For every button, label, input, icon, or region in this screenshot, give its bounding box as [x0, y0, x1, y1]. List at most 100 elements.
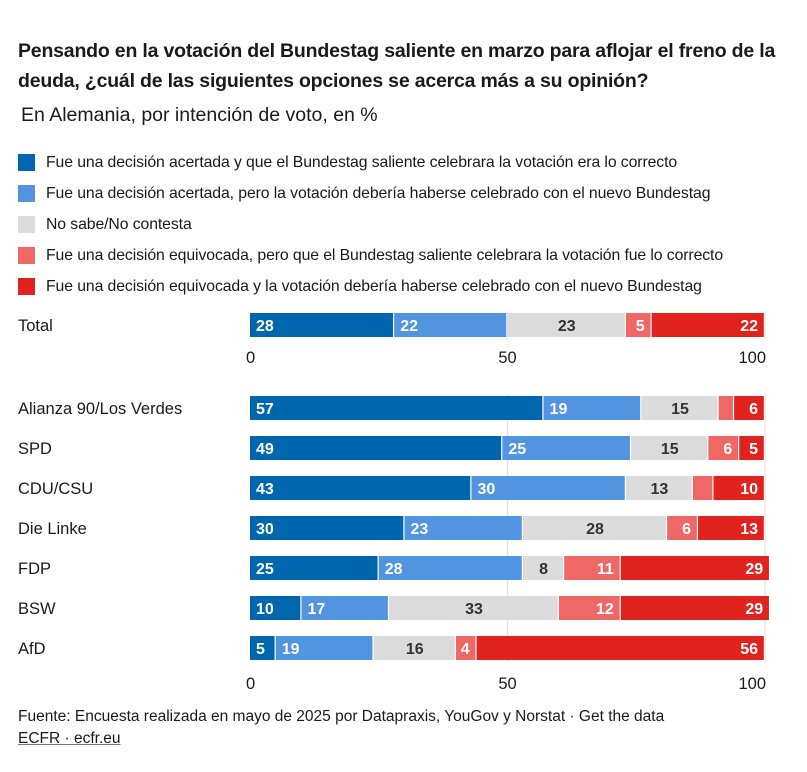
legend-item: Fue una decisión equivocada y la votació…	[18, 271, 723, 302]
legend-label: Fue una decisión equivocada y la votació…	[46, 277, 702, 295]
bar-segment	[522, 556, 563, 580]
legend-swatch	[18, 216, 35, 233]
bar-segment	[641, 396, 718, 420]
data-label: 25	[508, 441, 526, 458]
bar-segment	[275, 636, 373, 660]
row-label: BSW	[18, 600, 56, 618]
bar-segment	[625, 313, 651, 337]
bar-segment	[620, 556, 769, 580]
data-label: 5	[256, 641, 265, 658]
bar-segment	[708, 436, 739, 460]
data-label: 13	[651, 481, 669, 498]
row-label: Total	[18, 317, 53, 335]
row-label: AfD	[18, 640, 46, 658]
data-label: 17	[308, 601, 326, 618]
row-label: Die Linke	[18, 520, 87, 538]
legend-swatch	[18, 185, 35, 202]
bar-segment	[564, 556, 620, 580]
data-label: 19	[282, 641, 300, 658]
bar-segment	[625, 476, 692, 500]
data-label: 43	[256, 481, 274, 498]
data-label: 30	[477, 481, 495, 498]
legend-item: Fue una decisión acertada y que el Bunde…	[18, 147, 723, 178]
data-label: 19	[550, 401, 568, 418]
bar-segment	[456, 636, 476, 660]
bar-segment	[713, 476, 764, 500]
data-label: 6	[682, 521, 691, 538]
chart-subtitle: En Alemania, por intención de voto, en %	[21, 104, 378, 126]
bar-segment	[250, 396, 543, 420]
data-label: 23	[558, 318, 576, 335]
data-label: 12	[596, 601, 614, 618]
bar-segment	[471, 476, 625, 500]
legend-label: No sabe/No contesta	[46, 215, 192, 233]
bar-segment	[373, 636, 455, 660]
bar-segment	[522, 516, 666, 540]
legend: Fue una decisión acertada y que el Bunde…	[18, 147, 723, 302]
bar-segment	[543, 396, 641, 420]
data-label: 6	[749, 401, 758, 418]
x-tick-label: 100	[738, 349, 766, 367]
data-label: 15	[671, 401, 689, 418]
bar-segment	[476, 636, 764, 660]
bar-segment	[250, 516, 404, 540]
bar-segment	[389, 596, 558, 620]
legend-swatch	[18, 154, 35, 171]
data-label: 33	[465, 601, 483, 618]
data-label: 16	[406, 641, 424, 658]
data-label: 10	[256, 601, 274, 618]
data-label: 28	[256, 318, 274, 335]
row-label: CDU/CSU	[18, 480, 93, 498]
bar-segment	[734, 396, 764, 420]
credit-link[interactable]: ECFR · ecfr.eu	[18, 730, 121, 747]
bar-segment	[250, 556, 378, 580]
data-label: 22	[740, 318, 758, 335]
data-label: 28	[385, 561, 403, 578]
bar-segment	[698, 516, 764, 540]
data-label: 56	[740, 641, 758, 658]
row-label: SPD	[18, 440, 52, 458]
bar-segment	[718, 396, 733, 420]
footer: Fuente: Encuesta realizada en mayo de 20…	[18, 706, 664, 750]
data-label: 10	[740, 481, 758, 498]
data-label: 23	[411, 521, 429, 538]
legend-label: Fue una decisión equivocada, pero que el…	[46, 246, 724, 264]
bar-segment	[507, 313, 625, 337]
legend-label: Fue una decisión acertada y que el Bunde…	[46, 153, 678, 171]
bar-segment	[502, 436, 630, 460]
bar-segment	[739, 436, 764, 460]
data-label: 25	[256, 561, 274, 578]
data-label: 8	[539, 561, 548, 578]
bar-segment	[559, 596, 620, 620]
data-label: 5	[749, 441, 758, 458]
data-label: 30	[256, 521, 274, 538]
bar-segment	[394, 313, 507, 337]
bar-segment	[250, 636, 275, 660]
x-tick-label: 50	[498, 349, 516, 367]
data-label: 57	[256, 401, 274, 418]
row-label: Alianza 90/Los Verdes	[18, 400, 182, 418]
x-tick-label: 0	[246, 675, 255, 693]
source-note: Fuente: Encuesta realizada en mayo de 20…	[18, 708, 665, 725]
bar-segment	[404, 516, 522, 540]
legend-swatch	[18, 247, 35, 264]
bar-segment	[631, 436, 708, 460]
data-label: 6	[723, 441, 732, 458]
x-tick-label: 100	[738, 675, 766, 693]
bar-segment	[667, 516, 697, 540]
bar-segment	[620, 596, 769, 620]
legend-item: Fue una decisión equivocada, pero que el…	[18, 240, 723, 271]
bar-segment	[378, 556, 522, 580]
bar-segment	[250, 596, 301, 620]
data-label: 4	[461, 641, 470, 658]
data-label: 29	[745, 561, 763, 578]
bar-segment	[301, 596, 388, 620]
data-label: 13	[740, 521, 758, 538]
bar-segment	[692, 476, 713, 500]
x-tick-label: 50	[498, 675, 516, 693]
bar-segment	[250, 476, 471, 500]
bar-segment	[250, 313, 393, 337]
bar-segment	[651, 313, 764, 337]
data-label: 5	[636, 318, 645, 335]
